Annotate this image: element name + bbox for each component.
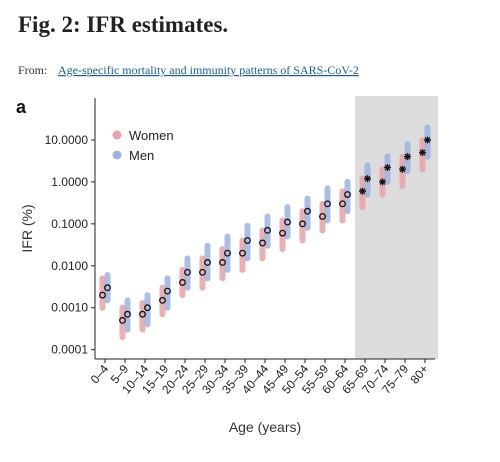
x-axis-title: Age (years) [229,419,301,435]
y-tick-label: 10.0000 [45,133,89,147]
estimate [244,237,251,244]
estimate [304,207,311,215]
estimate [139,310,146,318]
estimate-star [359,187,366,195]
estimate [239,249,246,257]
estimate [159,296,166,304]
estimate-star [404,153,411,161]
estimate [184,268,191,276]
estimate [279,229,286,237]
legend-swatch [112,130,122,140]
estimate [264,226,271,234]
y-tick-label: 1.0000 [51,175,88,189]
estimate [319,213,326,220]
figure-title: Fig. 2: IFR estimates. [18,12,228,37]
estimate-star [424,136,431,144]
estimate [124,310,131,318]
y-tick-label: 0.1000 [51,217,88,231]
estimate-star [399,165,406,173]
y-tick-label: 0.0010 [51,301,88,315]
estimate-star [419,149,426,157]
estimate [99,291,106,299]
panel-label: a [16,97,27,117]
estimate-star [384,164,391,172]
estimate [104,284,111,292]
estimate [259,239,266,247]
y-axis-title: IFR (%) [19,204,35,252]
estimate [299,220,306,228]
estimate-star [364,175,371,183]
estimate [164,287,171,295]
source-link[interactable]: Age-specific mortality and immunity patt… [58,63,359,77]
estimate-star [379,178,386,186]
estimate [324,200,331,208]
y-tick-label: 0.0100 [51,259,88,273]
estimate [224,249,231,257]
legend-label: Men [129,148,154,163]
plot: 10.0000 1.0000 0.1000 0.0100 0.0010 0.0001 IFR… [19,96,438,435]
estimate [144,304,151,312]
from-label: From: [18,63,47,77]
estimate [119,316,126,324]
estimate [344,191,351,198]
y-tick-label: 0.0001 [51,343,88,357]
x-tick-label: 0–4 [88,362,112,387]
x-tick-label: 80+ [407,362,431,387]
estimate [179,279,186,286]
legend-label: Women [129,128,174,143]
estimate [339,200,346,208]
estimate [199,268,206,276]
estimate [219,259,226,266]
estimate [284,218,291,226]
estimate [204,259,211,266]
legend-swatch [112,150,122,160]
